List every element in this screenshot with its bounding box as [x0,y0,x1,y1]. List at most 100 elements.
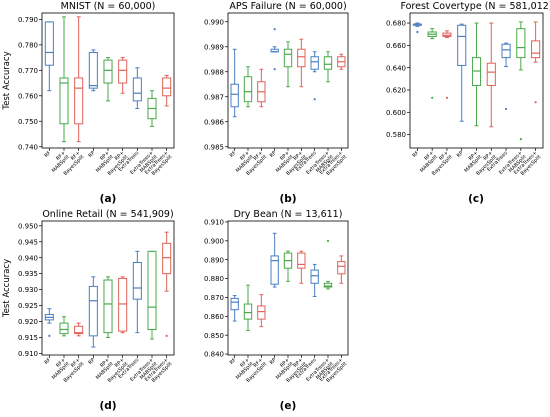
box-rf [230,48,239,118]
box-extratrees-mabsplit [323,51,333,83]
box-rp [88,49,98,92]
x-tick-label: RP [456,150,465,159]
y-tick-label: 0.750 [18,118,38,126]
chart-title: Dry Bean (N = 13,611) [234,209,343,220]
y-tick-label: 0.660 [386,42,406,50]
box-rp-bayessplit [486,22,496,128]
x-tick-label-line: RP [87,150,96,159]
box-rf-bayessplit [257,294,266,328]
box-extratrees [310,51,319,101]
box-body [243,76,253,103]
x-tick-label-line: RF+ [70,357,82,369]
x-tick-label-line: RF+ [423,150,435,162]
y-tick-label: 0.640 [386,64,406,72]
box-body [297,252,306,269]
outlier-point [416,30,419,34]
box-body [486,62,496,87]
box-extratrees-bayessplit [337,255,346,284]
box-body [283,48,293,68]
y-tick-label: 0.989 [204,43,224,51]
y-tick-label: 0.987 [204,93,224,101]
chart-panel-4: Online Retail (N = 541,909) Test Accuracy… [2,209,175,412]
chart-title: APS Failure (N = 60,000) [229,1,346,12]
chart-title: Forest Covertype (N = 581,012) [400,1,550,12]
y-tick-label: 0.935 [18,270,38,278]
y-tick-label: 0.910 [204,219,224,227]
y-tick-label: 0.840 [204,351,224,359]
y-tick-label: 0.930 [18,286,38,294]
y-tick-label: 0.988 [204,68,224,76]
box-extratrees [501,42,511,111]
y-tick-label: 0.915 [18,334,38,342]
x-tick-label: RF [44,150,53,159]
x-tick-label-line: RP+ [292,150,304,162]
x-tick-label-line: RF [44,357,53,366]
y-tick-label: 0.990 [204,18,224,26]
box-body [337,261,346,275]
y-tick-label: 0.950 [18,222,38,230]
y-tick-label: 0.580 [386,131,406,139]
x-tick-label-line: RF+ [253,357,265,369]
box-body [323,56,333,70]
box-rf [44,308,54,337]
box-body [270,255,279,285]
box-rp [88,276,98,348]
y-tick-label: 0.600 [386,109,406,117]
chart-title: MNIST (N = 60,000) [61,1,156,12]
box-extratrees-bayessplit [162,74,172,107]
box-body [310,56,319,70]
box-rp-bayessplit [118,276,128,334]
box-rp-bayessplit [297,38,306,88]
box-rp-mabsplit [103,276,113,338]
box-rf [412,22,422,34]
box-rf-mabsplit [243,66,253,108]
box-extratrees-bayessplit [162,231,172,337]
y-tick-label: 0.900 [204,237,224,245]
x-tick-label-line: RP [456,150,465,159]
box-body [297,48,306,68]
y-tick-label: 0.770 [18,67,38,75]
box-rf-bayessplit [74,322,84,337]
box-body [59,322,69,335]
box-body [132,77,142,102]
box-rf-bayessplit [257,68,266,108]
y-tick-label: 0.680 [386,20,406,28]
box-rp [457,23,467,122]
outlier-point [519,137,522,141]
box-rf-mabsplit [59,316,69,337]
y-tick-label: 0.850 [204,332,224,340]
x-tick-label-line: RP+ [99,357,111,369]
box-body [147,250,157,330]
x-tick-label-line: RP+ [468,150,480,162]
x-tick-label-line: RF+ [55,357,67,369]
box-body [531,40,541,59]
box-body [230,297,239,311]
x-tick-label-line: RF+ [239,150,251,162]
plot-frame [41,12,175,149]
x-tick-label-line: RP+ [114,357,126,369]
x-tick-label: RF [229,357,238,366]
box-rp-bayessplit [297,250,306,284]
box-body [59,77,69,125]
box-extratrees [132,250,142,334]
box-extratrees [310,263,319,297]
box-rp-bayessplit [118,57,128,94]
y-tick-label: 0.920 [18,318,38,326]
box-rp-mabsplit [471,22,482,127]
outlier-point [431,96,434,99]
x-tick-label-line: RF+ [253,150,265,162]
x-tick-label: RP [87,150,96,159]
box-rp-mabsplit [103,57,113,102]
y-tick-label: 0.870 [204,294,224,302]
y-tick-label: 0.620 [386,87,406,95]
box-body [457,24,467,66]
box-rf-mabsplit [427,28,437,99]
x-tick-label-line: RP+ [482,150,494,162]
x-tick-label: RF [44,357,53,366]
box-body [88,285,98,337]
y-tick-label: 0.925 [18,302,38,310]
box-extratrees-mabsplit [147,250,157,340]
box-extratrees-mabsplit [516,21,526,141]
box-body [118,277,128,332]
